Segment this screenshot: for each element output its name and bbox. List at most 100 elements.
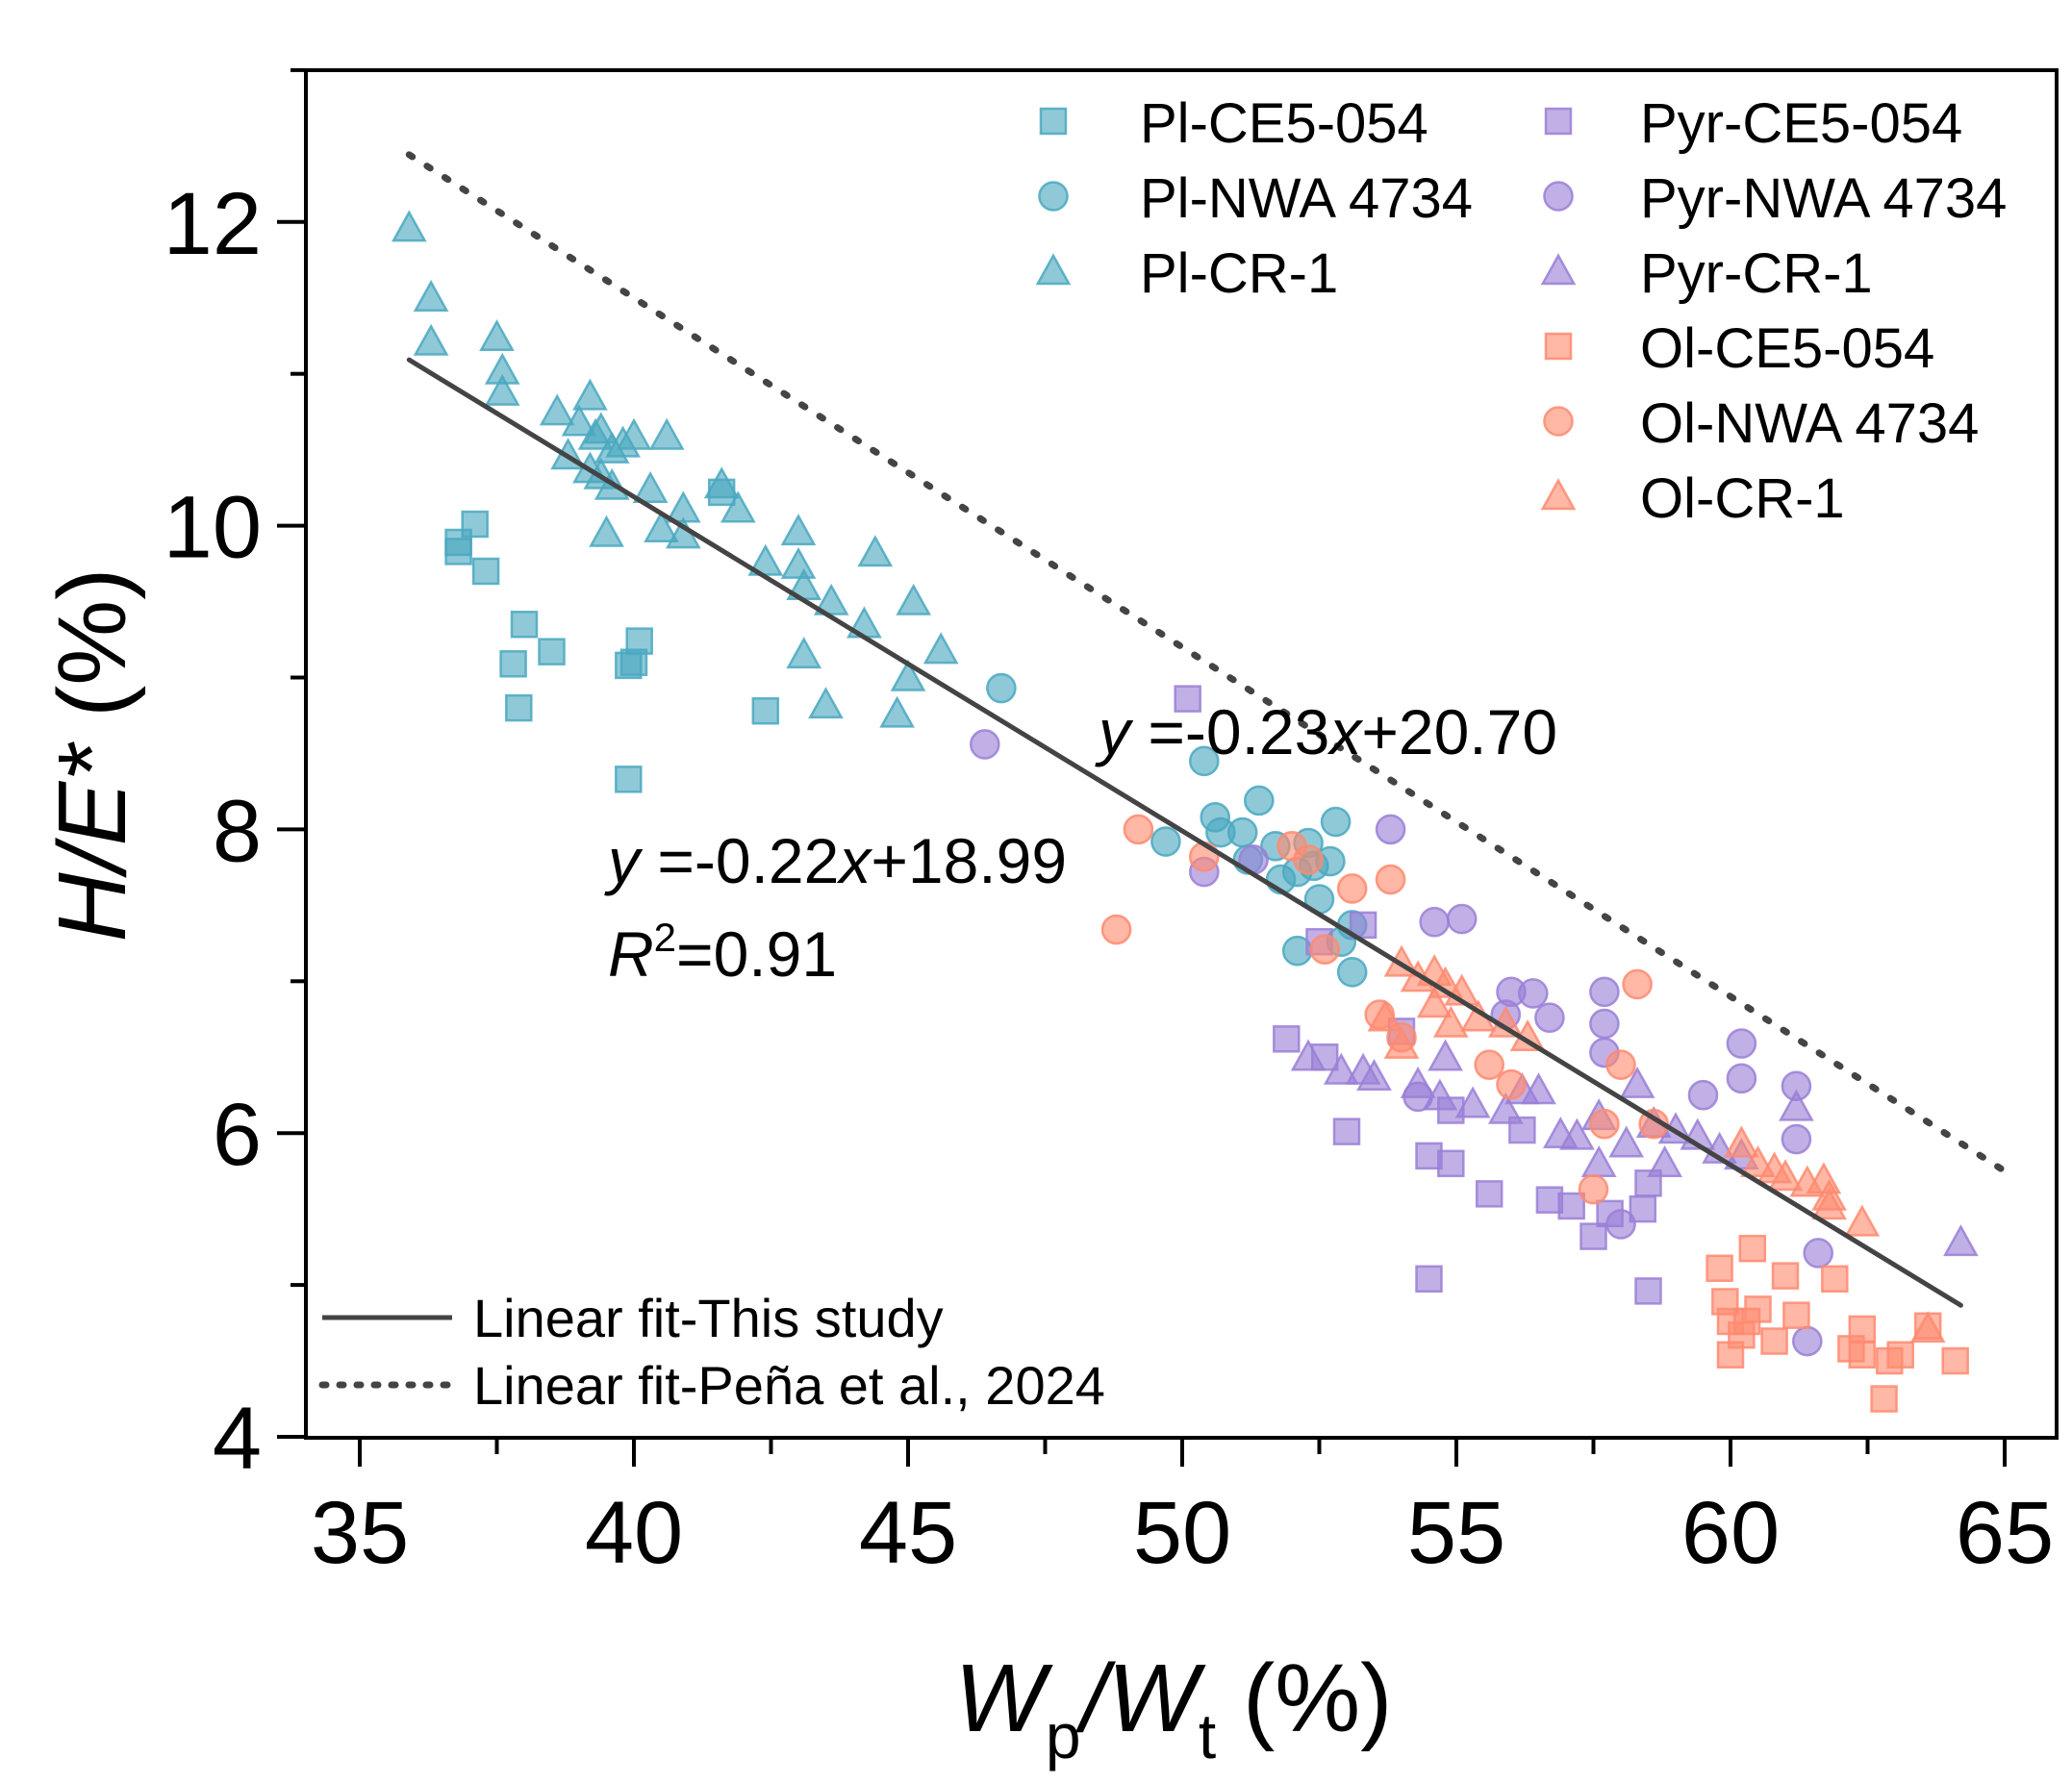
- x-axis: 35 40 45 50 55 60 65: [311, 1438, 2054, 1582]
- point-ol-ce5-054: [1821, 1265, 1849, 1294]
- point-pyr-ce5-054: [1475, 1180, 1503, 1208]
- point-ol-nwa-4734: [1605, 1049, 1636, 1080]
- x-axis-title-main: W: [955, 1645, 1054, 1752]
- legend-marker-pyr-nwa-4734: [1543, 181, 1574, 212]
- point-pl-cr-1: [484, 373, 520, 406]
- x-tick-label: 40: [585, 1484, 683, 1582]
- point-ol-ce5-054: [1848, 1315, 1877, 1344]
- legend-marker-ol-cr-1: [1540, 478, 1577, 511]
- point-pl-ce5-054: [538, 638, 566, 666]
- point-pl-cr-1: [890, 659, 926, 691]
- y-axis: 4 6 8 10 12: [164, 67, 306, 1488]
- point-pyr-nwa-4734: [1726, 1063, 1757, 1094]
- y-tick-label: 8: [213, 782, 262, 880]
- point-pl-nwa-4734: [986, 672, 1017, 704]
- point-pl-ce5-054: [510, 610, 539, 639]
- point-pl-cr-1: [413, 279, 449, 312]
- point-pl-nwa-4734: [1226, 817, 1258, 848]
- point-pl-ce5-054: [505, 693, 533, 722]
- point-ol-ce5-054: [1716, 1341, 1745, 1369]
- point-pl-cr-1: [413, 323, 449, 356]
- point-pyr-nwa-4734: [1605, 1209, 1636, 1240]
- point-pyr-cr-1: [1428, 1039, 1463, 1071]
- point-pl-cr-1: [644, 510, 679, 543]
- y-tick-label: 12: [164, 175, 262, 273]
- point-ol-cr-1: [1724, 1125, 1759, 1158]
- point-pl-cr-1: [391, 210, 427, 242]
- legend-label-pl-nwa-4734: Pl-NWA 4734: [1140, 167, 1473, 230]
- series-pl-cr-1: [391, 210, 959, 728]
- point-pl-ce5-054: [471, 557, 500, 586]
- point-pl-ce5-054: [444, 538, 472, 565]
- point-pyr-cr-1: [1356, 1058, 1392, 1092]
- point-ol-ce5-054: [1782, 1301, 1810, 1329]
- point-pl-ce5-054: [625, 627, 653, 655]
- point-ol-nwa-4734: [1589, 1108, 1620, 1140]
- x-tick-label: 60: [1681, 1484, 1780, 1582]
- point-pyr-cr-1: [1559, 1118, 1595, 1150]
- legend-label-fit-pena-2024: Linear fit-Peña et al., 2024: [473, 1355, 1105, 1416]
- point-pl-ce5-054: [751, 696, 780, 725]
- point-pl-cr-1: [896, 583, 932, 616]
- point-pl-cr-1: [632, 470, 669, 503]
- point-pyr-cr-1: [1323, 1052, 1359, 1085]
- legend-marker-pl-ce5-054: [1039, 107, 1068, 136]
- point-pyr-ce5-054: [1634, 1277, 1662, 1305]
- point-pyr-ce5-054: [1332, 1118, 1361, 1145]
- eq-y-symbol: y: [604, 825, 657, 896]
- eq-this-study-coef: =-0.22: [657, 825, 839, 896]
- x-axis-title-unit: (%): [1216, 1645, 1392, 1752]
- point-pyr-nwa-4734: [1375, 814, 1406, 845]
- legend-label-pyr-ce5-054: Pyr-CE5-054: [1640, 92, 1962, 155]
- y-tick-label: 6: [213, 1086, 262, 1184]
- y-tick-label: 10: [164, 479, 262, 577]
- point-pyr-cr-1: [1400, 1066, 1436, 1098]
- point-pyr-ce5-054: [1629, 1194, 1657, 1223]
- point-pyr-nwa-4734: [1781, 1123, 1812, 1155]
- point-ol-ce5-054: [1771, 1262, 1800, 1290]
- eq-pena-y-symbol: y: [1095, 696, 1148, 767]
- point-pyr-cr-1: [1580, 1144, 1617, 1178]
- point-pl-cr-1: [539, 393, 575, 426]
- point-pyr-ce5-054: [1174, 685, 1201, 713]
- point-pl-cr-1: [780, 546, 817, 579]
- legend-marker-pl-nwa-4734: [1038, 181, 1069, 212]
- point-ol-ce5-054: [1870, 1385, 1898, 1413]
- r-squared-this-study: R2=0.91: [608, 915, 837, 990]
- point-pl-cr-1: [786, 636, 822, 669]
- point-pyr-ce5-054: [1415, 1265, 1443, 1294]
- point-pl-cr-1: [572, 378, 608, 411]
- point-pyr-nwa-4734: [1791, 1325, 1823, 1357]
- legend-label-pyr-nwa-4734: Pyr-NWA 4734: [1640, 167, 2007, 230]
- point-pyr-cr-1: [1943, 1224, 1979, 1257]
- point-pl-cr-1: [813, 583, 849, 616]
- x-axis-title-sub1: p: [1046, 1700, 1081, 1771]
- legend-label-ol-ce5-054: Ol-CE5-054: [1640, 317, 1934, 380]
- series-ol-ce5-054: [1706, 1234, 1969, 1413]
- point-ol-nwa-4734: [1578, 1173, 1609, 1205]
- point-ol-cr-1: [1909, 1311, 1946, 1344]
- legend-marker-ol-nwa-4734: [1543, 406, 1574, 437]
- point-ol-cr-1: [1416, 986, 1453, 1018]
- r2-value: =0.91: [676, 918, 837, 990]
- point-ol-ce5-054: [1848, 1341, 1877, 1369]
- point-pyr-cr-1: [1487, 1092, 1524, 1124]
- point-ol-ce5-054: [1744, 1295, 1772, 1323]
- point-pl-nwa-4734: [1150, 826, 1181, 857]
- data-marks: [391, 210, 1979, 1413]
- point-ol-ce5-054: [1941, 1346, 1969, 1375]
- point-pl-cr-1: [857, 535, 894, 567]
- point-ol-cr-1: [1844, 1204, 1881, 1237]
- series-pyr-ce5-054: [1174, 685, 1662, 1305]
- point-ol-nwa-4734: [1375, 864, 1406, 895]
- point-pl-nwa-4734: [1188, 745, 1220, 777]
- point-ol-ce5-054: [1738, 1234, 1767, 1263]
- eq-this-study-x: x: [836, 825, 872, 896]
- point-ol-ce5-054: [1886, 1341, 1914, 1369]
- eq-pena-coef: =-0.23: [1148, 696, 1329, 767]
- point-ol-nwa-4734: [1336, 873, 1368, 904]
- point-pyr-nwa-4734: [1517, 978, 1549, 1009]
- point-pl-cr-1: [479, 318, 515, 352]
- legend-label-pyr-cr-1: Pyr-CR-1: [1640, 242, 1873, 305]
- point-ol-nwa-4734: [1293, 844, 1324, 875]
